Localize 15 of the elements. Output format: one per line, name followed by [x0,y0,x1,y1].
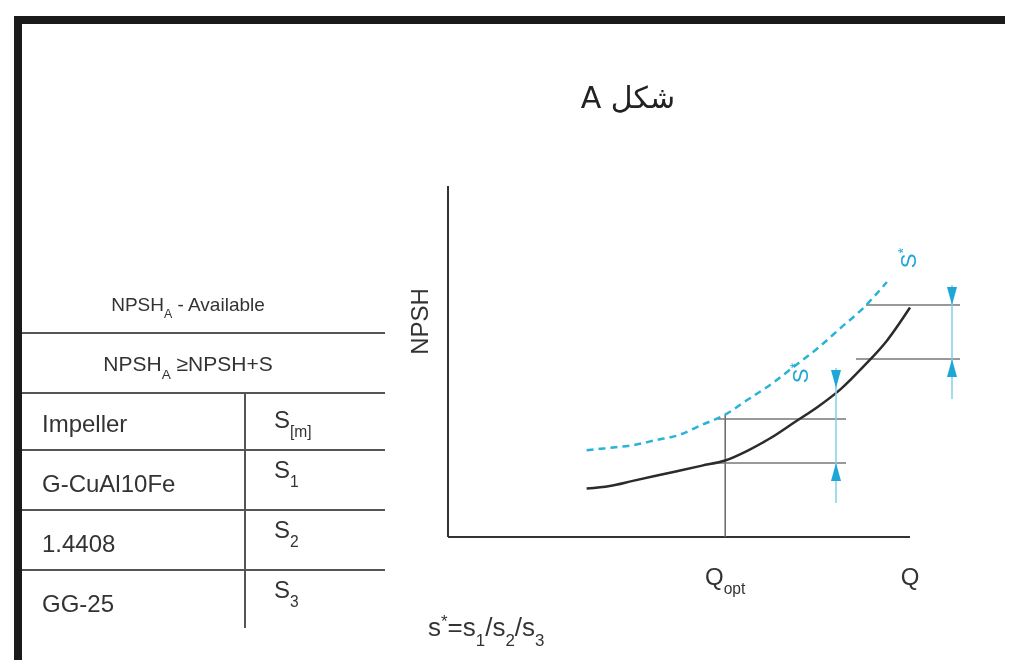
text: G-CuAl10Fe [42,470,176,497]
text: S$_{1}$ [274,456,299,490]
y-axis-title: NPSH [406,288,433,355]
x-tick-label: Q$_{opt}$ [705,563,747,597]
text: S$_{2}$ [274,516,299,550]
text: GG-25 [42,590,115,617]
text: S$_{[m]}$ [274,406,312,440]
text: s$^{*}$=s$_{1}$/s$_{2}$/s$_{3}$ [428,611,545,650]
text: S$_{3}$ [274,576,299,610]
text: NPSH$_{A}$ ≥NPSH+S [103,352,273,382]
text: Impeller [42,410,128,437]
text: NPSH$_{A}$ - Available [111,294,265,321]
chart-title: شکل A [580,80,676,115]
x-tick-label: Q [900,563,920,590]
text: 1.4408 [42,530,116,557]
